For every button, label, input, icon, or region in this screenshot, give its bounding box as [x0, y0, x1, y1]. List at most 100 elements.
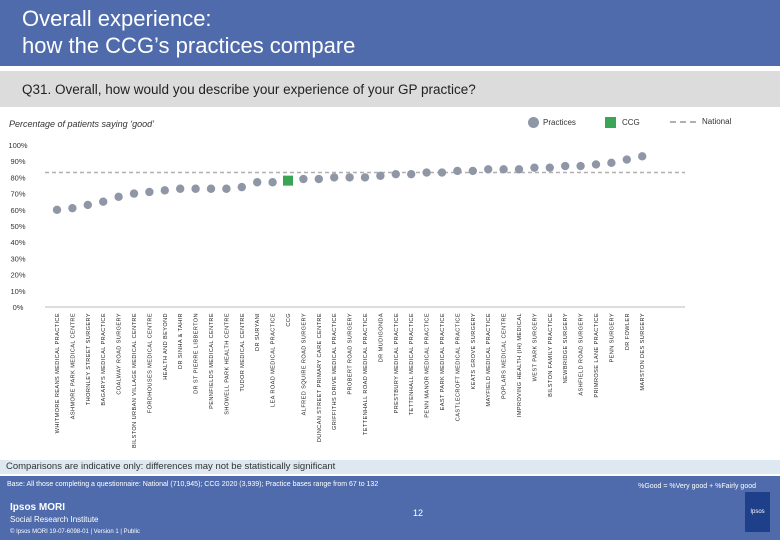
practice-marker — [176, 184, 185, 193]
practice-marker — [345, 173, 354, 182]
y-tick-label: 90% — [10, 157, 25, 166]
category-label: DR SINHA & TAHIR — [178, 313, 184, 369]
y-tick-label: 10% — [10, 287, 25, 296]
logo-subtitle: Social Research Institute — [10, 515, 99, 524]
ipsos-mori-logo: Ipsos MORI — [10, 502, 66, 513]
practice-marker — [206, 184, 216, 193]
ccg-marker-icon — [605, 117, 616, 128]
category-label: PENNFIELDS MEDICAL CENTRE — [209, 313, 215, 409]
practice-marker — [160, 186, 169, 195]
category-label: THORNLEY STREET SURGERY — [86, 313, 92, 405]
footer: Base: All those completing a questionnai… — [0, 476, 780, 540]
y-tick-label: 50% — [10, 222, 25, 231]
y-tick-label: 20% — [10, 271, 25, 280]
legend-national: National — [670, 117, 731, 126]
practice-marker — [407, 169, 416, 179]
practice-marker-icon — [528, 117, 539, 128]
category-label: GRIFFITHS DRIVE MEDICAL PRACTICE — [332, 313, 338, 430]
title-line-1: Overall experience: — [22, 6, 212, 31]
practice-marker — [314, 174, 323, 184]
practice-marker — [391, 169, 400, 179]
title-bar: Overall experience: how the CCG’s practi… — [0, 0, 780, 66]
category-label: ASHMORE PARK MEDICAL CENTRE — [70, 313, 76, 419]
category-label: CASTLECROFT MEDICAL PRACTICE — [455, 313, 461, 421]
practice-marker — [52, 205, 62, 214]
practice-marker — [607, 158, 616, 168]
category-label: BILSTON FAMILY PRACTICE — [548, 313, 554, 397]
practice-marker — [484, 165, 493, 174]
category-label: DUNCAN STREET PRIMARY CARE CENTRE — [317, 313, 323, 442]
practice-marker — [360, 173, 370, 182]
practice-marker — [622, 155, 631, 164]
category-label: DR SURYANI — [255, 313, 261, 351]
legend-practices: Practices — [528, 117, 576, 128]
category-label: DR ST PIERRE LIBBERTON — [194, 313, 200, 394]
category-label: PENN MANOR MEDICAL PRACTICE — [425, 313, 431, 418]
category-label: DR MUDIGONDA — [378, 313, 384, 362]
practice-marker — [561, 161, 570, 171]
legend-national-label: National — [702, 117, 732, 126]
category-label: COALWAY ROAD SURGERY — [117, 313, 123, 395]
y-tick-label: 0% — [13, 303, 24, 312]
legend-ccg: CCG — [605, 117, 640, 128]
practice-marker — [514, 165, 524, 174]
legend-ccg-label: CCG — [622, 118, 640, 127]
base-text: Base: All those completing a questionnai… — [7, 481, 379, 488]
category-label: ASHFIELD ROAD SURGERY — [579, 313, 585, 396]
chart-subtitle: Percentage of patients saying ‘good’ — [9, 119, 155, 129]
category-label: FORDHOUSES MEDICAL CENTRE — [147, 313, 153, 413]
y-tick-label: 60% — [10, 206, 25, 215]
practice-marker — [376, 171, 385, 180]
title-line-2: how the CCG’s practices compare — [22, 33, 356, 58]
category-label: IMPROVING HEALTH (IH) MEDICAL — [517, 313, 523, 417]
practice-marker — [638, 152, 647, 161]
copyright: © Ipsos MORI 19-07-6098-01 | Version 1 |… — [10, 529, 140, 535]
practice-marker — [499, 165, 508, 174]
practice-marker — [299, 174, 308, 184]
y-tick-label: 100% — [8, 141, 28, 150]
practice-marker — [468, 166, 477, 176]
chart: 0% 10% 20% 30% 40% 50% 60% 70% 80% 90% 100% WHITMOR… — [8, 141, 685, 448]
practice-marker — [330, 173, 339, 182]
practice-marker — [222, 184, 231, 193]
question-band — [0, 71, 780, 107]
ipsos-logo-icon: Ipsos — [745, 492, 770, 532]
practice-marker — [591, 160, 601, 169]
y-tick-label: 70% — [10, 190, 25, 199]
practice-marker — [99, 197, 108, 206]
practice-marker — [83, 200, 93, 210]
practice-marker — [191, 184, 200, 193]
category-label: LEA ROAD MEDICAL PRACTICE — [271, 313, 277, 407]
practice-marker — [68, 203, 77, 213]
page-number: 12 — [413, 508, 424, 518]
significance-note: Comparisons are indicative only: differe… — [6, 461, 336, 472]
question-text: Q31. Overall, how would you describe you… — [22, 82, 476, 97]
note-band — [0, 460, 780, 474]
category-label: BILSTON URBAN VILLAGE MEDICAL CENTRE — [132, 313, 138, 448]
category-label: SHOWELL PARK HEALTH CENTRE — [224, 313, 230, 415]
category-label: CCG — [286, 313, 292, 327]
category-label: WEST PARK SURGERY — [532, 313, 538, 381]
category-label: NEWBRIDGE SURGERY — [563, 313, 569, 383]
practice-marker — [145, 187, 154, 197]
formula-text: %Good = %Very good + %Fairly good — [638, 483, 756, 490]
practice-marker — [268, 178, 277, 187]
ccg-marker — [283, 175, 293, 186]
category-label: ALFRED SQUIRE ROAD SURGERY — [301, 313, 307, 415]
category-label: TETTENHALL ROAD MEDICAL PRACTICE — [363, 313, 369, 435]
practice-marker — [453, 166, 462, 176]
category-label: DR FOWLER — [625, 313, 631, 350]
legend-practices-label: Practices — [543, 118, 576, 127]
practice-marker — [129, 189, 139, 198]
category-label: KEATS GROVE SURGERY — [471, 313, 477, 389]
practice-marker — [576, 161, 585, 171]
category-label: TETTENHALL MEDICAL PRACTICE — [409, 313, 415, 415]
category-label: BAGARYS MEDICAL PRACTICE — [101, 313, 107, 406]
category-label: TUDOR MEDICAL CENTRE — [240, 313, 246, 392]
y-tick-label: 80% — [10, 173, 25, 182]
category-label: PENN SURGERY — [609, 313, 615, 362]
category-label: PRIMROSE LANE PRACTICE — [594, 313, 600, 398]
practice-marker — [422, 168, 431, 177]
category-label: WHITMORE REANS MEDICAL PRACTICE — [55, 313, 61, 433]
category-label: POPLARS MEDICAL CENTRE — [502, 313, 508, 399]
